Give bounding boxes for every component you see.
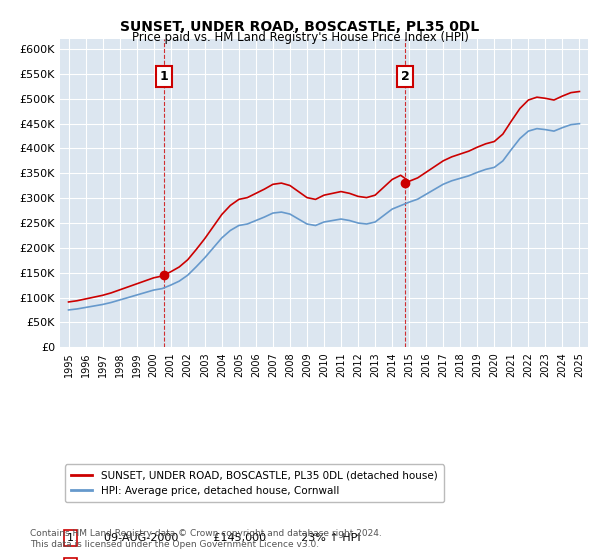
Text: 2: 2	[401, 70, 409, 83]
Text: Price paid vs. HM Land Registry's House Price Index (HPI): Price paid vs. HM Land Registry's House …	[131, 31, 469, 44]
Text: 09-AUG-2000          £145,000          23% ↑ HPI: 09-AUG-2000 £145,000 23% ↑ HPI	[97, 533, 361, 543]
Legend: SUNSET, UNDER ROAD, BOSCASTLE, PL35 0DL (detached house), HPI: Average price, de: SUNSET, UNDER ROAD, BOSCASTLE, PL35 0DL …	[65, 464, 443, 502]
Text: SUNSET, UNDER ROAD, BOSCASTLE, PL35 0DL: SUNSET, UNDER ROAD, BOSCASTLE, PL35 0DL	[121, 20, 479, 34]
Text: Contains HM Land Registry data © Crown copyright and database right 2024.
This d: Contains HM Land Registry data © Crown c…	[30, 529, 382, 549]
Text: 1: 1	[160, 70, 168, 83]
Text: 1: 1	[67, 533, 74, 543]
